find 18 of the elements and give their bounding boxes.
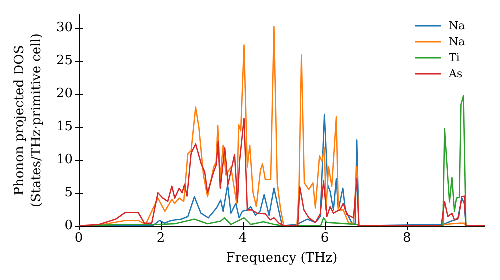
y-tick-label: 5	[64, 186, 73, 201]
y-tick-label: 10	[56, 152, 73, 168]
x-tick-label: 2	[156, 231, 166, 246]
x-tick-label: 6	[320, 231, 330, 246]
x-axis-title: Frequency (THz)	[226, 251, 338, 266]
y-tick-label: 20	[56, 86, 73, 102]
y-tick-label: 25	[56, 54, 73, 69]
legend-label: As	[448, 68, 463, 80]
x-tick-label: 4	[238, 231, 248, 246]
y-tick-label: 0	[64, 218, 73, 234]
legend-label: Na	[449, 20, 466, 32]
x-tick-label: 0	[74, 231, 84, 246]
y-tick-label: 15	[56, 120, 73, 135]
legend-label: Ti	[449, 52, 460, 64]
y-tick-label: 30	[56, 20, 73, 36]
y-axis-title: Phonon projected DOS (States/THz·primitive cell)	[12, 33, 45, 208]
legend-label: Na	[449, 36, 466, 48]
x-tick-label: 8	[402, 231, 412, 246]
